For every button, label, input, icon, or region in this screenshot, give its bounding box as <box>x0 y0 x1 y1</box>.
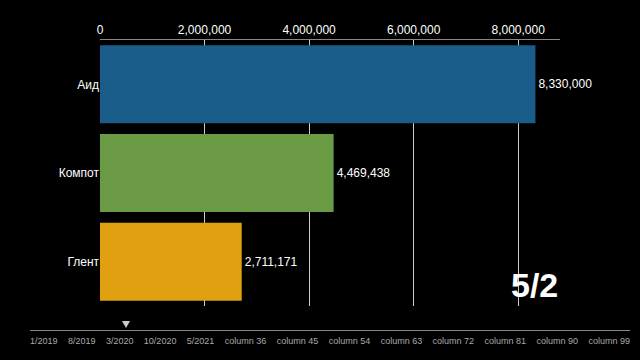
svg-text:2,711,171: 2,711,171 <box>245 255 298 269</box>
html-text:column 36: column 36 <box>224 336 267 346</box>
html-text:column 81: column 81 <box>484 336 527 346</box>
html-text:column 90: column 90 <box>536 336 578 346</box>
svg-text:4,469,438: 4,469,438 <box>337 166 391 180</box>
html-text:column 63: column 63 <box>380 336 423 346</box>
svg-text:8,330,000: 8,330,000 <box>538 77 592 91</box>
html-text:column 72: column 72 <box>432 336 475 346</box>
svg-text:Аид: Аид <box>77 78 99 92</box>
html-text:5/2021: 5/2021 <box>186 336 215 346</box>
html-text:column 99: column 99 <box>588 336 630 346</box>
html-text:3/2020: 3/2020 <box>105 336 134 346</box>
svg-text:6,000,000: 6,000,000 <box>387 23 441 37</box>
html-text:10/2020: 10/2020 <box>143 336 177 346</box>
svg-text:Компот: Компот <box>59 166 100 180</box>
html-text:1/2019: 1/2019 <box>30 336 58 346</box>
html-text:column 54: column 54 <box>328 336 371 346</box>
svg-text:4,000,000: 4,000,000 <box>282 23 336 37</box>
svg-text:8,000,000: 8,000,000 <box>491 23 545 37</box>
svg-text:0: 0 <box>97 23 104 37</box>
html-text:8/2019: 8/2019 <box>68 336 96 346</box>
svg-text:Глент: Глент <box>67 255 99 269</box>
html-text:column 45: column 45 <box>276 336 319 346</box>
svg-text:5/2: 5/2 <box>511 266 558 304</box>
svg-text:2,000,000: 2,000,000 <box>178 23 232 37</box>
